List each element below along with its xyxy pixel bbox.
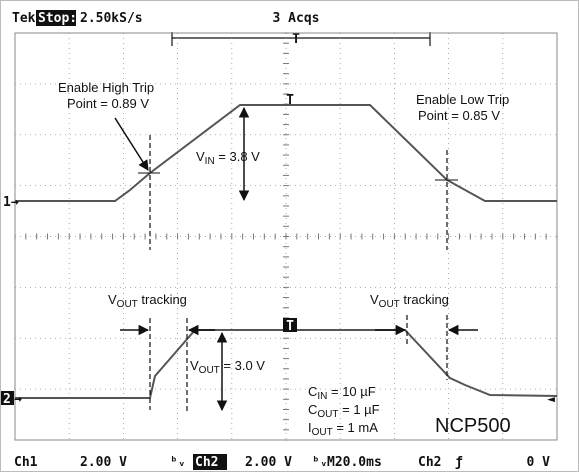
note-part: OUT [379, 299, 400, 310]
note-part: C [308, 402, 317, 417]
note-part: OUT [199, 365, 220, 376]
rate: 2.50kS/s [80, 11, 143, 26]
record-bracket [171, 32, 431, 46]
note-part: IN [205, 156, 215, 167]
note-part: V [108, 292, 117, 307]
note: VOUT = 3.0 V [190, 358, 265, 376]
state-box [36, 10, 76, 26]
bw: ᵇᵥ [170, 455, 186, 470]
footer: 2.00 V [80, 455, 127, 470]
note-part: = 1 µF [339, 402, 380, 417]
note-part: V [196, 149, 205, 164]
note-part: OUT [117, 299, 138, 310]
ch2-marker: 2 [3, 392, 11, 407]
footer: 0 V [527, 455, 551, 470]
note: Enable High Trip [58, 80, 154, 95]
note-part: = 10 µF [327, 384, 375, 399]
note-part: = 3.0 V [220, 358, 265, 373]
footer: Ch2 [195, 455, 218, 470]
note-part: I [308, 420, 312, 435]
note: Point = 0.89 V [67, 96, 149, 111]
note-part: = 1 mA [333, 420, 378, 435]
footer: Ch2 [418, 455, 441, 470]
footer: Ch1 [14, 455, 38, 470]
note: COUT = 1 µF [308, 402, 380, 420]
trig2: T [286, 319, 294, 334]
ch2-trace [15, 329, 558, 399]
trigger-pos: T [292, 32, 300, 47]
trig1: T [286, 93, 294, 108]
trig-level-marker: ◄ [547, 392, 555, 407]
note: CIN = 10 µF [308, 384, 376, 402]
ch2-footer-box [193, 454, 227, 470]
trig2-box [283, 318, 297, 332]
note-part: C [308, 384, 317, 399]
note: VOUT tracking [370, 292, 449, 310]
footer: 2.00 V [245, 455, 292, 470]
note-part: V [370, 292, 379, 307]
acqs: 3 Acqs [273, 11, 320, 26]
ch1-trace [15, 104, 557, 202]
bw: ᵇᵥ [312, 455, 328, 470]
brand: Tek [12, 11, 36, 26]
note: IOUT = 1 mA [308, 420, 378, 438]
note-part: tracking [138, 292, 187, 307]
note: Enable Low Trip [416, 92, 509, 107]
note-part: OUT [312, 427, 333, 438]
note-part: IN [317, 391, 327, 402]
part: NCP500 [435, 415, 511, 437]
footer: M20.0ms [327, 455, 382, 470]
note: VIN = 3.8 V [196, 149, 260, 167]
ch1-marker: 1→ [3, 195, 19, 210]
note-part: OUT [317, 409, 338, 420]
graticule [14, 32, 558, 441]
ch1-num: 1 [3, 195, 11, 210]
note: VOUT tracking [108, 292, 187, 310]
slope: ƒ [455, 455, 463, 470]
note-part: V [190, 358, 199, 373]
ch2-arrow: → [14, 392, 22, 407]
ch2-box [1, 391, 14, 405]
note-part: = 3.8 V [215, 149, 260, 164]
note: Point = 0.85 V [418, 108, 500, 123]
state: Stop: [38, 11, 77, 26]
arrow [114, 117, 149, 171]
note-part: tracking [400, 292, 449, 307]
